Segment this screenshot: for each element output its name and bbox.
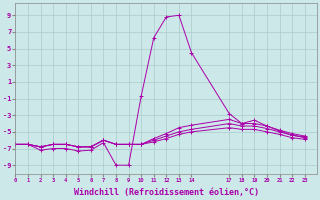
X-axis label: Windchill (Refroidissement éolien,°C): Windchill (Refroidissement éolien,°C) — [74, 188, 259, 197]
